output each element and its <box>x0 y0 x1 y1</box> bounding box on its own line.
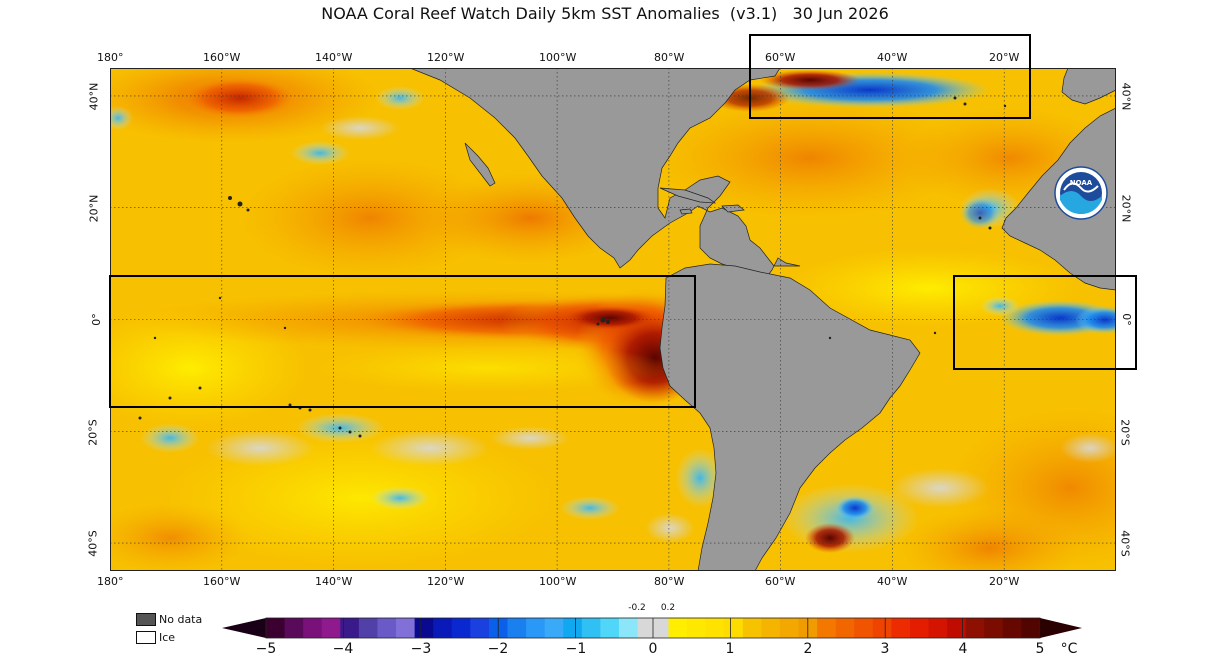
colorbar-tick-label: −3 <box>410 641 432 657</box>
colorbar-cell <box>947 618 967 638</box>
colorbar-cell <box>600 618 620 638</box>
colorbar-tick-label: 2 <box>803 641 813 657</box>
colorbar-tick-label: 4 <box>958 641 968 657</box>
lon-label: 180° <box>97 51 124 64</box>
colorbar-tick-label: −1 <box>565 641 587 657</box>
box-north-atlantic <box>749 34 1031 119</box>
no-data-label: No data <box>159 613 203 626</box>
box-equatorial-eastern-pacific <box>109 275 696 408</box>
lon-label: 40°W <box>877 51 908 64</box>
colorbar-cell <box>321 618 341 638</box>
colorbar-cell <box>872 618 892 638</box>
hispaniola-land <box>721 204 745 213</box>
colorbar-cell <box>396 618 416 638</box>
colorbar-cell <box>761 618 781 638</box>
colorbar-cell <box>507 618 527 638</box>
jamaica-land <box>679 208 693 215</box>
colorbar-cell <box>835 618 855 638</box>
lon-label: 100°W <box>539 575 577 588</box>
no-data-swatch <box>136 613 156 626</box>
lon-label: 60°W <box>765 51 796 64</box>
lon-label: 100°W <box>539 51 577 64</box>
colorbar-cell <box>909 618 930 638</box>
colorbar-cell <box>284 618 304 638</box>
colorbar-small-label: -0.2 <box>628 603 646 613</box>
colorbar-tick-label: −2 <box>487 641 509 657</box>
ice-label: Ice <box>159 631 176 644</box>
colorbar-tick-label: −5 <box>255 641 277 657</box>
colorbar-tick-label: 1 <box>725 641 735 657</box>
colorbar-unit: °C <box>1060 641 1078 657</box>
baja-california-land <box>464 142 496 187</box>
colorbar <box>222 617 1082 639</box>
colorbar-tick-label: −4 <box>332 641 354 657</box>
lon-label: 120°W <box>427 575 465 588</box>
colorbar-cell <box>433 618 453 638</box>
colorbar-cell <box>358 618 378 638</box>
lon-label: 120°W <box>427 51 465 64</box>
south-america-land <box>659 263 921 571</box>
colorbar-cell <box>687 618 707 638</box>
lon-label: 180° <box>97 575 124 588</box>
islands <box>138 96 1007 438</box>
colorbar-cell <box>854 618 874 638</box>
iberia-land <box>1061 68 1116 105</box>
colorbar-cell <box>928 618 948 638</box>
colorbar-cell <box>742 618 762 638</box>
colorbar-cell <box>544 618 564 638</box>
lon-label: 60°W <box>765 575 796 588</box>
box-gulf-of-guinea <box>953 275 1137 370</box>
noaa-logo: NOAA <box>1054 166 1108 220</box>
lon-label: 160°W <box>203 575 241 588</box>
colorbar-cell <box>303 618 323 638</box>
colorbar-cell <box>340 618 360 638</box>
colorbar-cell <box>1002 618 1022 638</box>
noaa-logo-text: NOAA <box>1070 179 1093 187</box>
colorbar-cell <box>377 618 397 638</box>
colorbar-tick-label: 3 <box>880 641 890 657</box>
north-america-land <box>409 68 801 279</box>
colorbar-cell <box>705 618 725 638</box>
lon-label: 80°W <box>654 51 685 64</box>
colorbar-tick-label: 5 <box>1035 641 1045 657</box>
colorbar-cell <box>618 618 639 638</box>
colorbar-cell <box>414 618 434 638</box>
colorbar-tick-label: 0 <box>648 641 658 657</box>
colorbar-cell <box>724 618 744 638</box>
colorbar-cell <box>526 618 546 638</box>
colorbar-cell <box>668 618 688 638</box>
colorbar-cell <box>817 618 837 638</box>
colorbar-cell <box>563 618 583 638</box>
colorbar-cell <box>451 618 471 638</box>
lon-label: 160°W <box>203 51 241 64</box>
lon-label: 20°W <box>989 51 1020 64</box>
cuba-land <box>659 187 717 204</box>
lon-label: 40°W <box>877 575 908 588</box>
ice-swatch <box>136 631 156 644</box>
colorbar-cell <box>266 618 286 638</box>
colorbar-cells <box>265 617 1041 639</box>
colorbar-cell <box>581 618 601 638</box>
colorbar-small-label: 0.2 <box>660 603 676 613</box>
sst-anomaly-map: NOAA <box>110 68 1116 571</box>
colorbar-cell <box>470 618 490 638</box>
map-title: NOAA Coral Reef Watch Daily 5km SST Anom… <box>321 4 889 23</box>
lon-label: 80°W <box>654 575 685 588</box>
colorbar-cell <box>1021 618 1041 638</box>
lon-label: 140°W <box>315 51 353 64</box>
colorbar-cell <box>891 618 911 638</box>
lon-label: 140°W <box>315 575 353 588</box>
colorbar-cell <box>984 618 1004 638</box>
colorbar-cell <box>965 618 985 638</box>
colorbar-cell <box>779 618 800 638</box>
lon-label: 20°W <box>989 575 1020 588</box>
colorbar-min-arrow <box>222 618 266 638</box>
colorbar-max-arrow <box>1040 618 1082 638</box>
